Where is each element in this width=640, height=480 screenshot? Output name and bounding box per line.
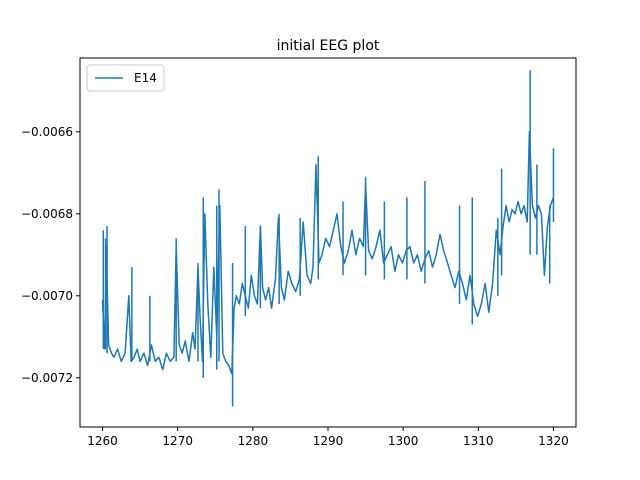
x-tick-label: 1310 [463, 434, 494, 448]
y-tick-label: −0.0066 [21, 125, 73, 139]
y-tick-label: −0.0068 [21, 207, 73, 221]
y-tick-label: −0.0072 [21, 371, 73, 385]
plot-area [101, 70, 555, 407]
y-axis: −0.0072 −0.0070 −0.0068 −0.0066 [21, 125, 80, 385]
x-tick-label: 1260 [87, 434, 118, 448]
x-tick-label: 1320 [538, 434, 569, 448]
series-layer [101, 70, 555, 407]
legend: E14 [86, 64, 165, 92]
x-tick-label: 1270 [162, 434, 193, 448]
y-tick-label: −0.0070 [21, 289, 73, 303]
legend-label-e14: E14 [134, 71, 157, 85]
x-tick-label: 1290 [313, 434, 344, 448]
x-tick-label: 1300 [388, 434, 419, 448]
x-tick-label: 1280 [238, 434, 269, 448]
legend-box [86, 64, 165, 92]
chart-title: initial EEG plot [277, 38, 380, 54]
x-axis: 1260 1270 1280 1290 1300 1310 1320 [87, 427, 569, 448]
